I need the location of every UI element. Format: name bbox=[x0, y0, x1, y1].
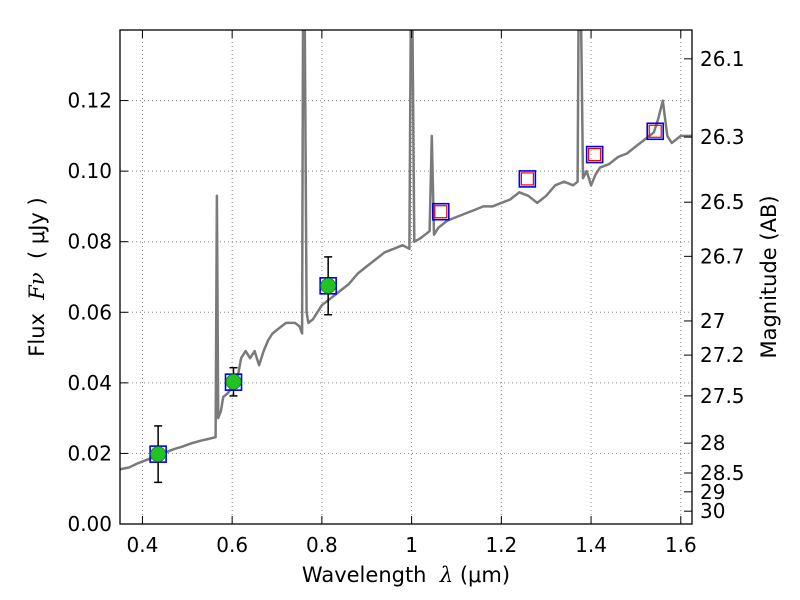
detection-series bbox=[150, 277, 337, 463]
x-tick-label: 1.6 bbox=[665, 533, 697, 557]
right-tick-label: 26.7 bbox=[700, 244, 745, 268]
model-square-marker bbox=[585, 145, 604, 164]
x-tick-label: 1.4 bbox=[575, 533, 607, 557]
upper-square-marker bbox=[434, 205, 448, 219]
right-tick-label: 26.5 bbox=[700, 190, 745, 214]
right-tick-label: 30 bbox=[700, 499, 725, 523]
y-tick-label: 0.04 bbox=[67, 371, 112, 395]
y-tick-label: 0.10 bbox=[67, 159, 112, 183]
y-tick-label: 0.12 bbox=[67, 89, 112, 113]
detection-marker bbox=[320, 277, 337, 294]
upper-square-marker bbox=[520, 172, 534, 186]
y-tick-label: 0.00 bbox=[67, 512, 112, 536]
y-tick-label: 0.08 bbox=[67, 230, 112, 254]
grid-lines bbox=[120, 30, 692, 525]
right-tick-label: 27.5 bbox=[700, 384, 745, 408]
y-tick-label: 0.06 bbox=[67, 300, 112, 324]
spectrum-series bbox=[120, 30, 692, 471]
right-tick-label: 27.2 bbox=[700, 343, 745, 367]
x-axis-title: Wavelength λ (μm) bbox=[302, 563, 510, 587]
upper-square-marker bbox=[648, 124, 662, 138]
x-tick-label: 0.4 bbox=[127, 533, 159, 557]
right-tick-label: 26.1 bbox=[700, 47, 745, 71]
upper-point-series bbox=[434, 124, 662, 219]
y-axis-title: Flux Fν ( μJy ) bbox=[25, 197, 49, 356]
x-tick-label: 0.6 bbox=[216, 533, 248, 557]
model-square-marker bbox=[431, 202, 450, 221]
plot-frame bbox=[119, 29, 693, 525]
model-square-marker bbox=[518, 170, 537, 188]
right-tick-label: 26.3 bbox=[700, 125, 745, 149]
upper-square-marker bbox=[588, 147, 602, 162]
axis-ticks bbox=[120, 30, 692, 525]
right-tick-label: 27 bbox=[700, 309, 725, 333]
x-tick-label: 0.8 bbox=[306, 533, 338, 557]
spectrum-line bbox=[120, 30, 692, 471]
detection-marker bbox=[150, 446, 167, 463]
right-tick-label: 28 bbox=[700, 431, 725, 455]
detection-marker bbox=[225, 373, 242, 390]
tick-labels: 0.4 0.6 0.8 1 1.2 1.4 1.6 0.00 0.02 0.04 0.06 0.08 0… bbox=[67, 47, 744, 557]
x-tick-label: 1 bbox=[405, 533, 418, 557]
y-tick-label: 0.02 bbox=[67, 441, 112, 465]
right-tick-label: 29 bbox=[700, 480, 725, 504]
right-tick-label: 28.5 bbox=[700, 461, 745, 485]
x-tick-label: 1.2 bbox=[485, 533, 517, 557]
right-axis-title: Magnitude (AB) bbox=[757, 195, 781, 358]
model-square-marker bbox=[646, 122, 665, 141]
